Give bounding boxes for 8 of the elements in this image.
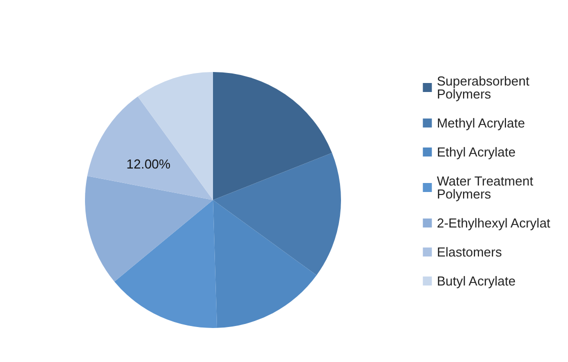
legend-label: Elastomers <box>436 244 502 260</box>
legend-label: 2-Ethylhexyl Acrylat <box>436 216 551 230</box>
legend-label: Methyl Acrylate <box>436 116 526 130</box>
legend-label: Superabsorbent Polymers <box>436 74 533 102</box>
legend-label: Butyl Acrylate <box>436 274 516 288</box>
legend-label: Water Treatment Polymers <box>436 174 537 202</box>
legend-label: Ethyl Acrylate <box>436 144 516 160</box>
data-label: 12.00% <box>126 156 171 172</box>
